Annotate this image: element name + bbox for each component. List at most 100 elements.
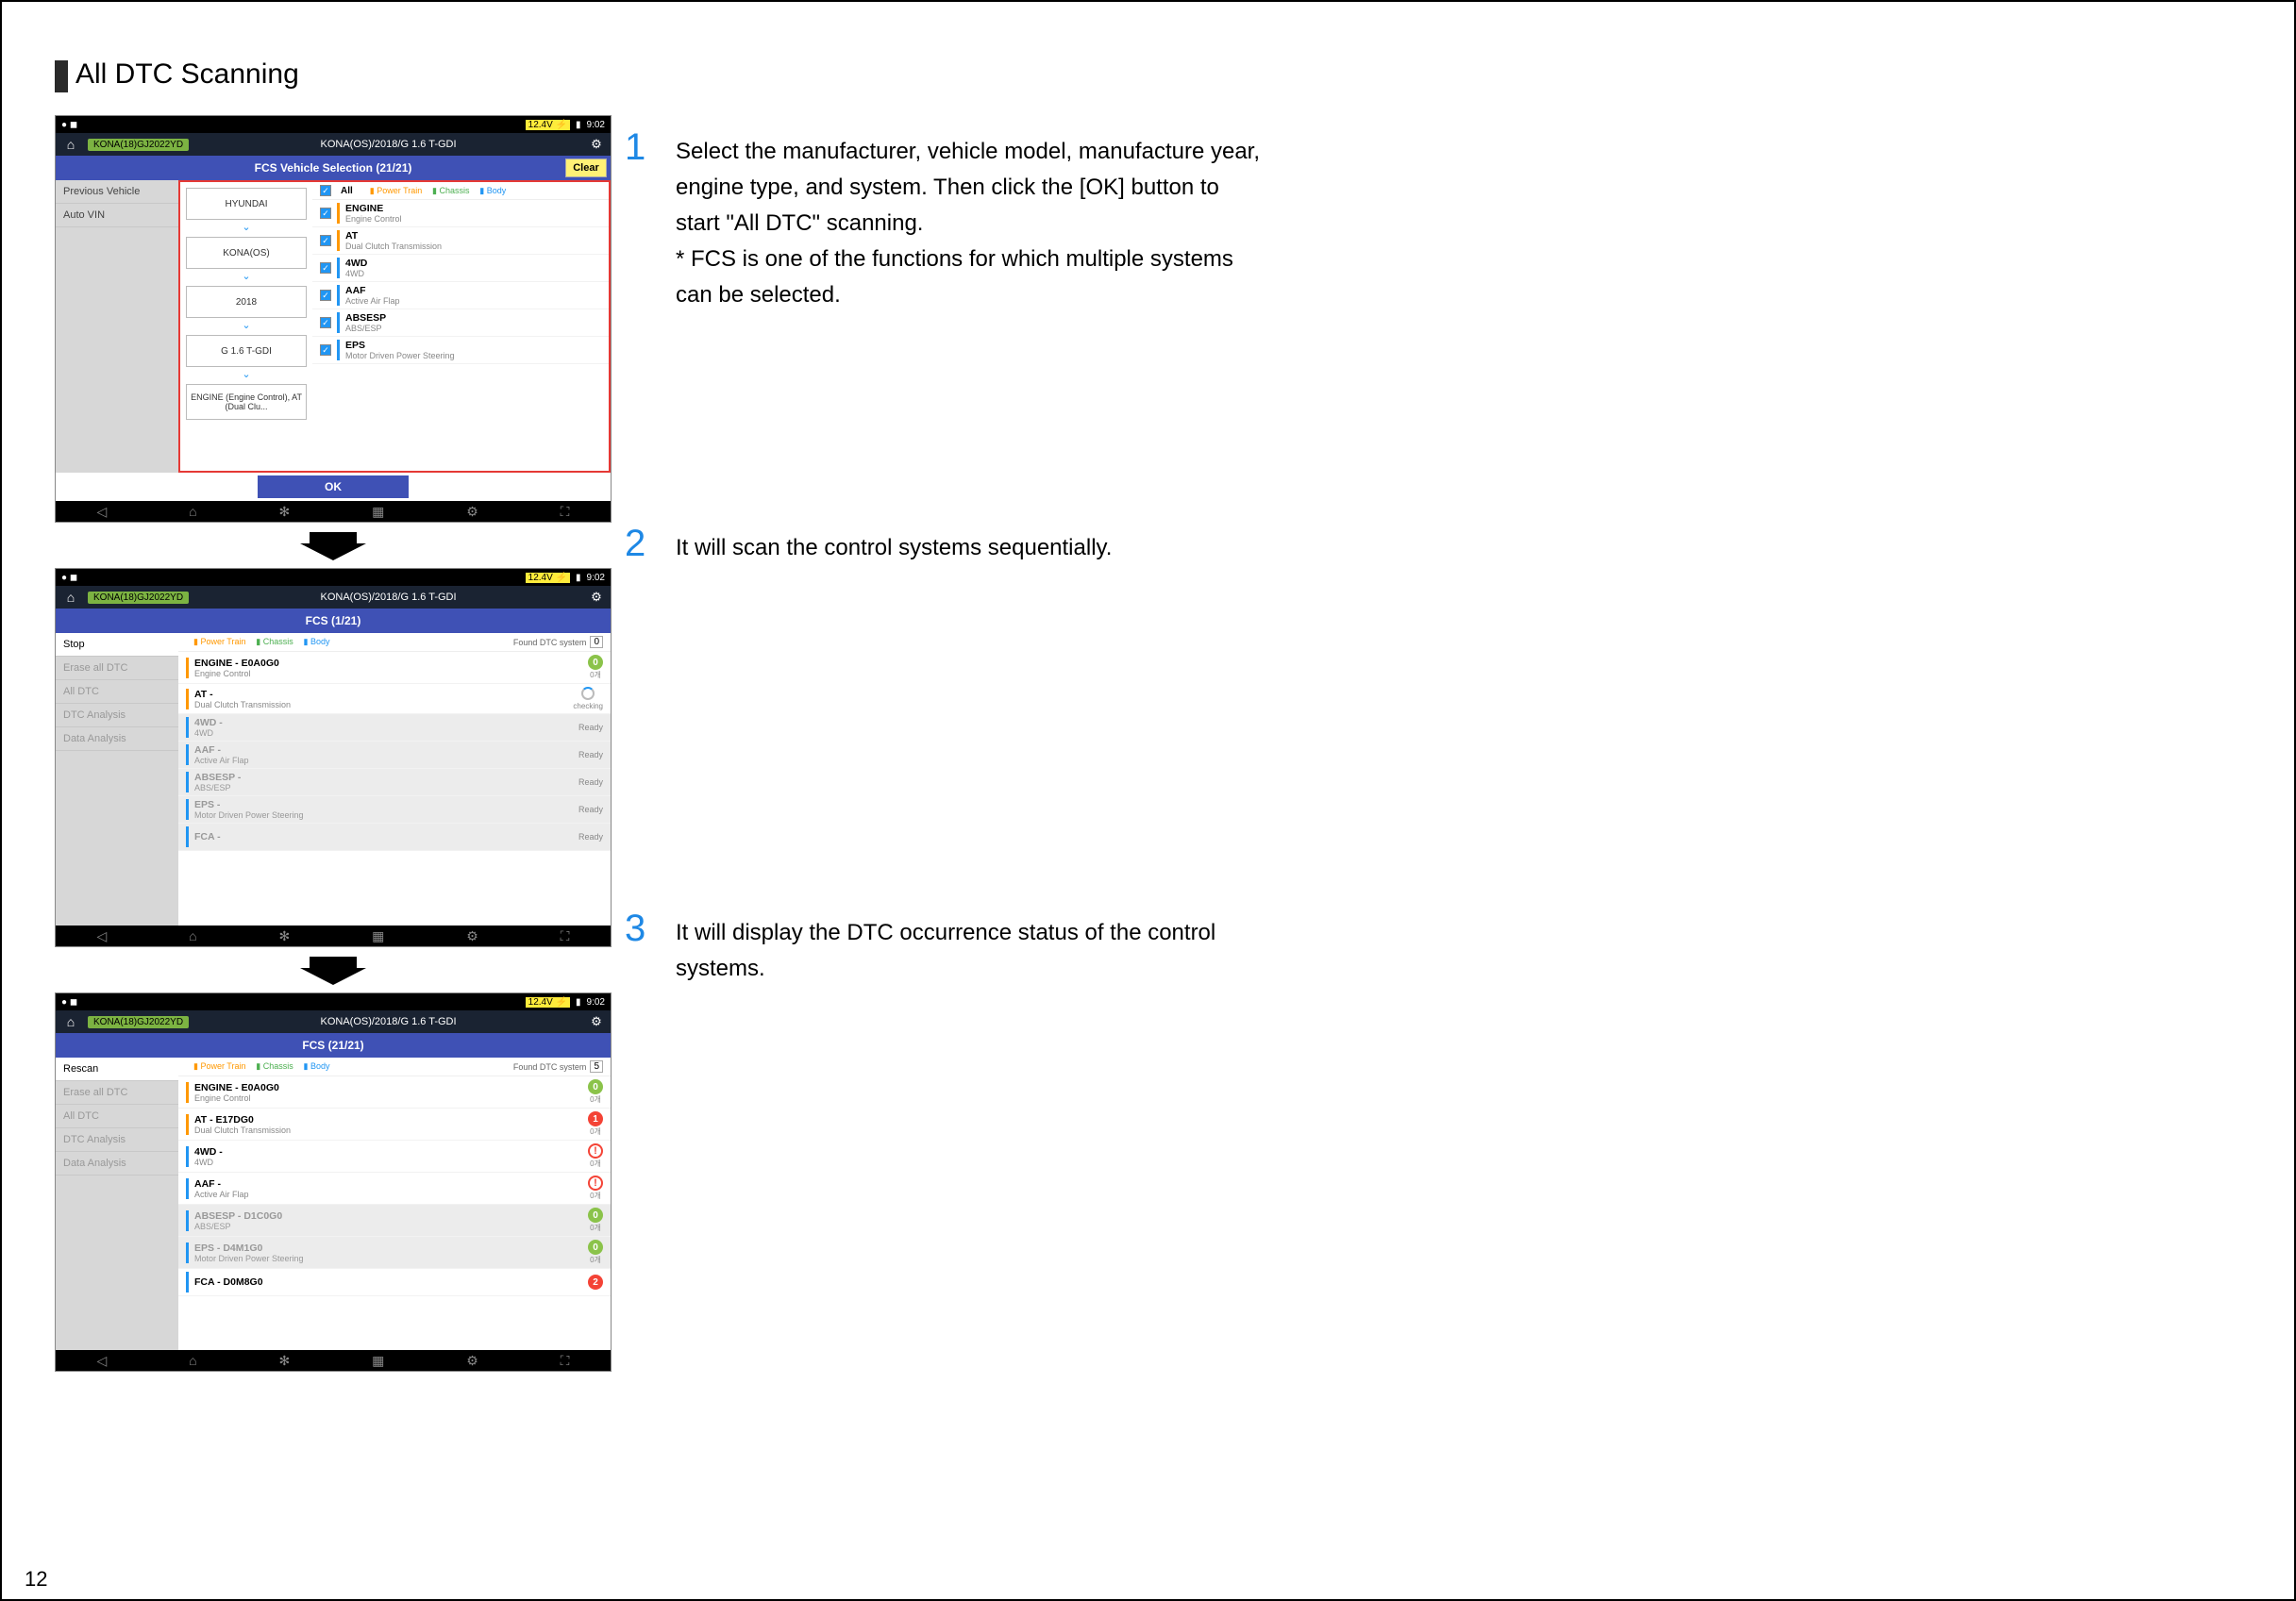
voltage-label: 12.4V ⚡ bbox=[526, 120, 570, 130]
system-checkbox[interactable]: ✓ bbox=[320, 290, 331, 301]
system-code: ABSESP - bbox=[194, 772, 241, 783]
selector-pill[interactable]: ENGINE (Engine Control), AT (Dual Clu... bbox=[186, 384, 307, 420]
category-bar bbox=[186, 689, 189, 709]
nav-home-icon[interactable]: ⌂ bbox=[189, 504, 196, 519]
category-bar bbox=[337, 230, 340, 251]
breadcrumb-bar: ⌂ KONA(18)GJ2022YD KONA(OS)/2018/G 1.6 T… bbox=[56, 133, 611, 156]
category-bar bbox=[186, 1146, 189, 1167]
selector-pill[interactable]: KONA(OS) bbox=[186, 237, 307, 269]
system-code: AT - E17DG0 bbox=[194, 1114, 291, 1126]
ok-button[interactable]: OK bbox=[258, 475, 409, 498]
nav-apps-icon[interactable]: ✻ bbox=[278, 1353, 290, 1369]
sidebar: StopErase all DTCAll DTCDTC AnalysisData… bbox=[56, 633, 178, 926]
system-code: 4WD - bbox=[194, 717, 223, 728]
clear-button[interactable]: Clear bbox=[565, 158, 607, 177]
system-checkbox[interactable]: ✓ bbox=[320, 262, 331, 274]
nav-settings-icon[interactable]: ⚙ bbox=[466, 928, 478, 944]
home-icon[interactable]: ⌂ bbox=[61, 1014, 80, 1029]
sidebar-item[interactable]: Erase all DTC bbox=[56, 657, 178, 680]
legend-row: ✓All ▮ Power Train ▮ Chassis ▮ Body bbox=[312, 182, 609, 200]
sidebar-item[interactable]: Auto VIN bbox=[56, 204, 178, 227]
home-icon[interactable]: ⌂ bbox=[61, 590, 80, 605]
system-row[interactable]: EPS - D4M1G0Motor Driven Power Steering … bbox=[178, 1237, 611, 1269]
settings-icon[interactable]: ⚙ bbox=[588, 590, 605, 605]
system-status: 00개 bbox=[588, 1079, 603, 1105]
system-row[interactable]: AT -Dual Clutch Transmission checking bbox=[178, 684, 611, 714]
sidebar-item[interactable]: Rescan bbox=[56, 1058, 178, 1081]
statusbar-left: ● ◼ bbox=[61, 997, 77, 1008]
system-checkbox[interactable]: ✓ bbox=[320, 344, 331, 356]
nav-recent-icon[interactable]: ▦ bbox=[372, 928, 384, 944]
system-name: Motor Driven Power Steering bbox=[194, 810, 304, 820]
system-row[interactable]: FCA - Ready bbox=[178, 824, 611, 851]
system-row[interactable]: ✓ AAFActive Air Flap bbox=[312, 282, 609, 309]
vehicle-badge: KONA(18)GJ2022YD bbox=[88, 139, 189, 151]
back-icon[interactable]: ◁ bbox=[96, 504, 107, 520]
system-row[interactable]: 4WD -4WD !0개 bbox=[178, 1141, 611, 1173]
system-checkbox[interactable]: ✓ bbox=[320, 317, 331, 328]
nav-recent-icon[interactable]: ▦ bbox=[372, 504, 384, 520]
system-row[interactable]: ABSESP - D1C0G0ABS/ESP 00개 bbox=[178, 1205, 611, 1237]
selector-pill[interactable]: 2018 bbox=[186, 286, 307, 318]
nav-settings-icon[interactable]: ⚙ bbox=[466, 1353, 478, 1369]
android-navbar: ◁ ⌂ ✻ ▦ ⚙ ⛶ bbox=[56, 926, 611, 946]
settings-icon[interactable]: ⚙ bbox=[588, 137, 605, 152]
system-row[interactable]: EPS -Motor Driven Power Steering Ready bbox=[178, 796, 611, 824]
back-icon[interactable]: ◁ bbox=[96, 1353, 107, 1369]
step-number-1: 1 bbox=[625, 126, 645, 169]
nav-expand-icon[interactable]: ⛶ bbox=[561, 1353, 570, 1369]
manual-page: All DTC Scanning ● ◼ 12.4V ⚡ ▮ 9:02 ⌂ KO… bbox=[0, 0, 2296, 1601]
battery-icon: ▮ bbox=[576, 997, 581, 1008]
all-checkbox[interactable]: ✓ bbox=[320, 185, 331, 196]
sidebar-item[interactable]: All DTC bbox=[56, 680, 178, 704]
legend-chassis: ▮ Chassis bbox=[256, 1061, 293, 1072]
system-row[interactable]: ✓ ATDual Clutch Transmission bbox=[312, 227, 609, 255]
step-text-3: It will display the DTC occurrence statu… bbox=[676, 915, 1261, 987]
heading-accent bbox=[55, 60, 68, 92]
back-icon[interactable]: ◁ bbox=[96, 928, 107, 944]
selector-pill[interactable]: HYUNDAI bbox=[186, 188, 307, 220]
system-checkbox[interactable]: ✓ bbox=[320, 208, 331, 219]
sidebar-item[interactable]: Erase all DTC bbox=[56, 1081, 178, 1105]
legend-power: ▮ Power Train bbox=[193, 637, 245, 647]
sidebar-item[interactable]: DTC Analysis bbox=[56, 704, 178, 727]
system-row[interactable]: ABSESP -ABS/ESP Ready bbox=[178, 769, 611, 796]
system-code: EPS - bbox=[194, 799, 304, 810]
system-row[interactable]: ENGINE - E0A0G0Engine Control 00개 bbox=[178, 1076, 611, 1109]
nav-apps-icon[interactable]: ✻ bbox=[278, 504, 290, 520]
selector-pill[interactable]: G 1.6 T-GDI bbox=[186, 335, 307, 367]
sidebar-item[interactable]: Stop bbox=[56, 633, 178, 657]
settings-icon[interactable]: ⚙ bbox=[588, 1014, 605, 1029]
system-row[interactable]: AAF -Active Air Flap !0개 bbox=[178, 1173, 611, 1205]
system-row[interactable]: AT - E17DG0Dual Clutch Transmission 10개 bbox=[178, 1109, 611, 1141]
category-bar bbox=[186, 826, 189, 847]
system-row[interactable]: ✓ ENGINEEngine Control bbox=[312, 200, 609, 227]
nav-expand-icon[interactable]: ⛶ bbox=[561, 504, 570, 520]
system-code: ENGINE - E0A0G0 bbox=[194, 658, 279, 669]
system-status: !0개 bbox=[588, 1176, 603, 1201]
category-bar bbox=[186, 1114, 189, 1135]
nav-apps-icon[interactable]: ✻ bbox=[278, 928, 290, 944]
category-bar bbox=[186, 744, 189, 765]
nav-home-icon[interactable]: ⌂ bbox=[189, 928, 196, 943]
system-name: ABS/ESP bbox=[194, 1222, 282, 1231]
system-row[interactable]: ENGINE - E0A0G0Engine Control 00개 bbox=[178, 652, 611, 684]
system-row[interactable]: 4WD -4WD Ready bbox=[178, 714, 611, 742]
sidebar-item[interactable]: Data Analysis bbox=[56, 727, 178, 751]
nav-recent-icon[interactable]: ▦ bbox=[372, 1353, 384, 1369]
sidebar-item[interactable]: Data Analysis bbox=[56, 1152, 178, 1176]
statusbar-left: ● ◼ bbox=[61, 573, 77, 583]
system-row[interactable]: ✓ EPSMotor Driven Power Steering bbox=[312, 337, 609, 364]
system-row[interactable]: AAF -Active Air Flap Ready bbox=[178, 742, 611, 769]
home-icon[interactable]: ⌂ bbox=[61, 137, 80, 152]
nav-settings-icon[interactable]: ⚙ bbox=[466, 504, 478, 520]
system-row[interactable]: ✓ ABSESPABS/ESP bbox=[312, 309, 609, 337]
system-checkbox[interactable]: ✓ bbox=[320, 235, 331, 246]
nav-home-icon[interactable]: ⌂ bbox=[189, 1353, 196, 1368]
sidebar-item[interactable]: Previous Vehicle bbox=[56, 180, 178, 204]
nav-expand-icon[interactable]: ⛶ bbox=[561, 928, 570, 944]
system-row[interactable]: FCA - D0M8G0 2 bbox=[178, 1269, 611, 1296]
system-row[interactable]: ✓ 4WD4WD bbox=[312, 255, 609, 282]
sidebar-item[interactable]: All DTC bbox=[56, 1105, 178, 1128]
sidebar-item[interactable]: DTC Analysis bbox=[56, 1128, 178, 1152]
